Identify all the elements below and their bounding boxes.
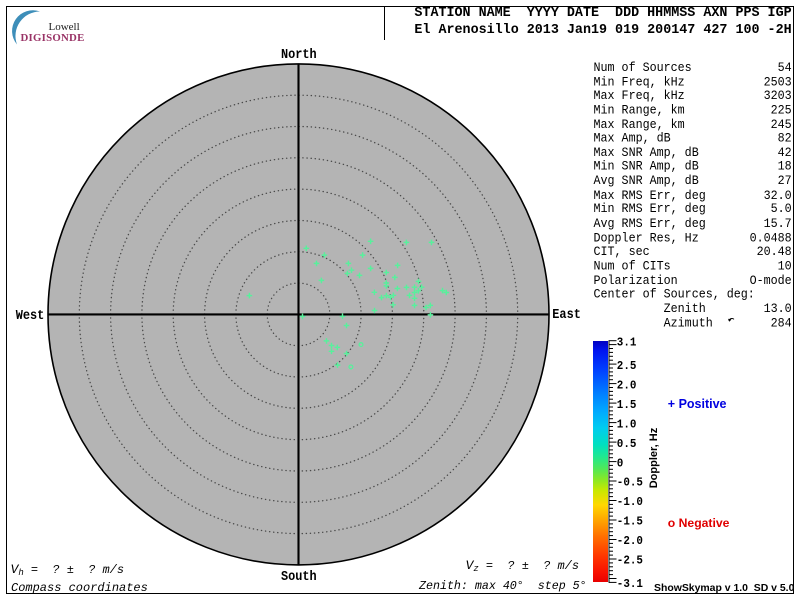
svg-text:3.1: 3.1 — [617, 336, 637, 350]
svg-text:0.5: 0.5 — [617, 437, 637, 451]
svg-text:-2.5: -2.5 — [617, 554, 643, 568]
svg-text:2.5: 2.5 — [617, 359, 637, 373]
svg-text:2.0: 2.0 — [617, 379, 637, 393]
svg-text:0: 0 — [617, 457, 624, 471]
svg-text:1.5: 1.5 — [617, 398, 637, 412]
svg-text:-0.5: -0.5 — [617, 476, 643, 490]
svg-text:-1.5: -1.5 — [617, 515, 643, 529]
svg-text:-1.0: -1.0 — [617, 496, 643, 510]
svg-text:-2.0: -2.0 — [617, 535, 643, 549]
svg-text:-3.1: -3.1 — [617, 578, 643, 592]
svg-text:1.0: 1.0 — [617, 418, 637, 432]
